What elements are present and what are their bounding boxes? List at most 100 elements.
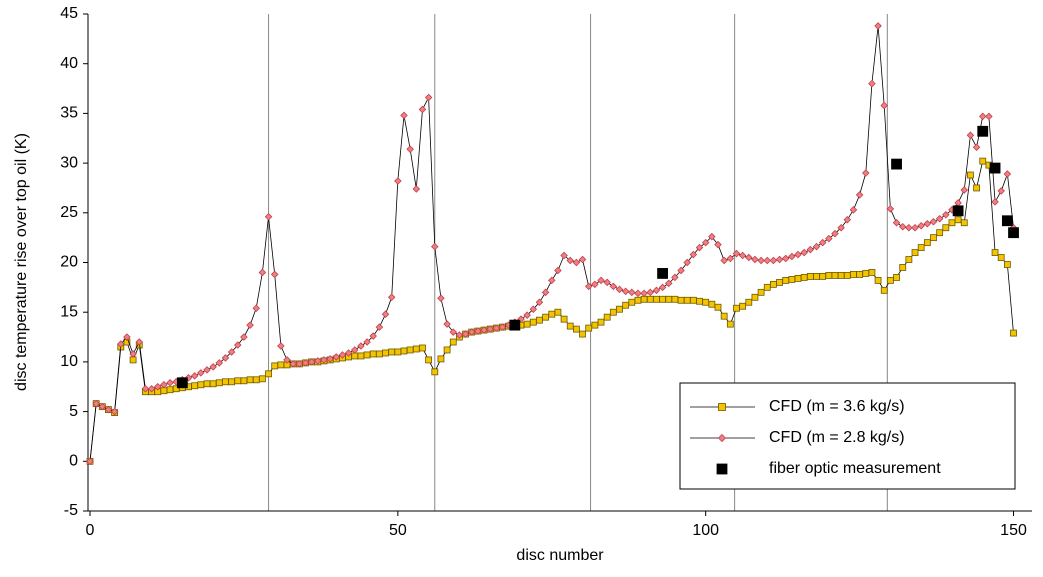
line-marker — [726, 320, 734, 328]
line-marker — [394, 348, 402, 356]
line-marker — [572, 258, 581, 267]
line-marker — [197, 369, 205, 377]
y-tick-label: 0 — [69, 453, 78, 470]
line-marker — [252, 304, 261, 312]
line-marker — [733, 304, 740, 312]
line-marker — [868, 79, 876, 88]
line-marker — [973, 184, 980, 192]
line-marker — [905, 223, 913, 232]
line-marker — [806, 245, 815, 254]
line-marker — [640, 295, 648, 303]
line-marker — [110, 407, 119, 416]
line-marker — [215, 359, 224, 367]
line-marker — [745, 298, 753, 306]
legend-marker — [717, 433, 727, 443]
line-marker — [800, 248, 808, 257]
line-marker — [252, 376, 260, 384]
line-marker — [782, 276, 790, 284]
legend-label: CFD (m = 3.6 kg/s) — [769, 398, 905, 415]
line-marker — [739, 302, 747, 310]
line-marker — [431, 242, 439, 251]
line-marker — [819, 273, 827, 280]
line-marker — [892, 218, 901, 227]
line-marker — [960, 219, 968, 227]
line-marker — [289, 360, 297, 368]
line-marker — [160, 380, 168, 389]
line-marker — [609, 308, 617, 316]
line-marker — [381, 310, 390, 318]
y-tick-label: 35 — [60, 105, 78, 122]
line-marker — [769, 256, 778, 265]
line-marker — [240, 333, 248, 341]
line-marker — [203, 366, 211, 374]
line-marker — [757, 288, 765, 296]
line-marker — [523, 320, 531, 328]
line-marker — [831, 272, 839, 279]
line-marker — [818, 238, 827, 247]
line-marker — [720, 256, 728, 265]
line-marker — [929, 217, 938, 226]
line-marker — [135, 338, 144, 346]
line-marker — [701, 238, 710, 247]
line-marker — [449, 328, 458, 336]
line-marker — [862, 270, 870, 277]
line-marker — [326, 355, 334, 363]
line-marker — [486, 325, 494, 333]
line-marker — [763, 283, 771, 291]
line-marker — [443, 346, 451, 354]
line-marker — [153, 382, 162, 391]
line-marker — [277, 342, 285, 350]
line-marker — [437, 294, 445, 303]
line-marker — [270, 270, 279, 279]
line-marker — [677, 266, 685, 275]
line-marker — [671, 295, 679, 303]
line-marker — [843, 215, 852, 224]
line-marker — [751, 293, 759, 301]
line-marker — [246, 376, 254, 384]
line-marker — [566, 322, 574, 330]
line-marker — [271, 362, 279, 370]
line-marker — [935, 214, 944, 223]
line-marker — [788, 252, 796, 261]
line-marker — [781, 254, 790, 263]
line-marker — [609, 282, 618, 291]
line-marker — [1003, 170, 1012, 178]
line-marker — [92, 399, 100, 408]
line-marker — [923, 219, 932, 228]
measurement-point — [977, 125, 989, 137]
line-marker — [283, 356, 291, 364]
line-marker — [375, 350, 383, 358]
measurement-point — [989, 162, 1001, 174]
x-tick-label: 50 — [389, 522, 407, 539]
line-marker — [350, 346, 359, 354]
measurement-point — [176, 377, 188, 389]
line-marker — [1010, 329, 1017, 337]
line-marker — [314, 357, 322, 365]
measurement-point — [509, 319, 521, 331]
line-marker — [954, 216, 962, 224]
line-marker — [911, 249, 919, 256]
line-marker — [960, 186, 969, 194]
line-marker — [880, 286, 888, 294]
line-marker — [972, 143, 981, 151]
line-marker — [542, 313, 550, 321]
line-marker — [579, 330, 586, 338]
line-marker — [646, 288, 655, 297]
line-marker — [406, 145, 414, 153]
line-marker — [227, 348, 236, 356]
legend-label: fiber optic measurement — [769, 460, 941, 477]
line-marker — [498, 323, 507, 331]
line-marker — [689, 296, 697, 304]
line-marker — [246, 321, 254, 329]
line-marker — [664, 279, 673, 288]
line-marker — [369, 350, 377, 358]
line-marker — [541, 288, 550, 297]
line-marker — [695, 243, 704, 252]
line-marker — [369, 332, 377, 340]
line-marker — [880, 101, 889, 110]
line-marker — [548, 310, 556, 318]
line-marker — [948, 219, 956, 227]
line-marker — [978, 112, 987, 121]
line-marker — [129, 350, 137, 358]
line-marker — [825, 272, 833, 279]
